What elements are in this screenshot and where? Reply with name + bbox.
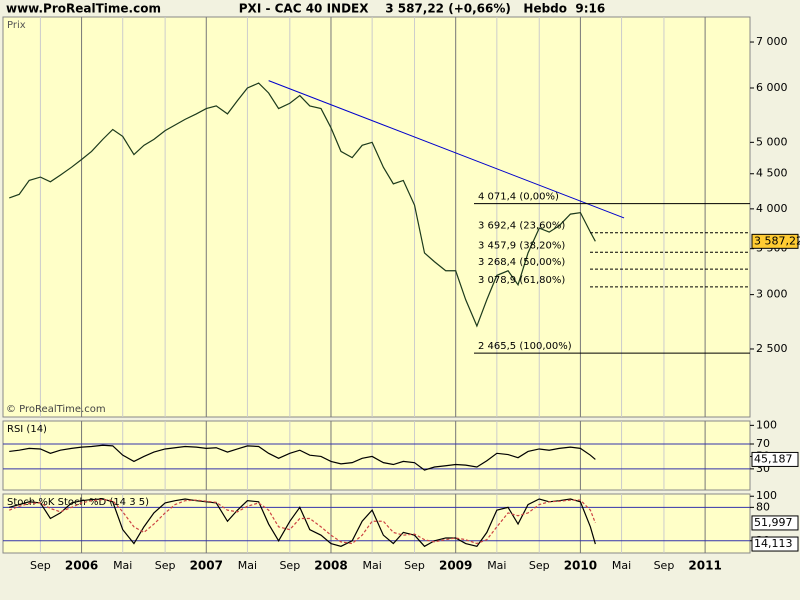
y-tick-label: 7 000 [756,35,788,48]
x-tick-label: Mai [487,559,506,572]
fib-label: 3 078,9 (61,80%) [478,275,565,286]
y-tick-label: 4 000 [756,202,788,215]
trend-line [268,80,625,219]
x-tick-label: Mai [238,559,257,572]
x-tick-label: 2006 [65,559,98,573]
x-tick-label: Sep [654,559,675,572]
panel-title: Prix [7,20,26,31]
last-value-label: 3 587,22 [754,234,800,247]
y-tick-label: 6 000 [756,81,788,94]
fib-label: 3 268,4 (50,00%) [478,257,565,268]
y-tick-label: 5 000 [756,135,788,148]
y-tick-label: 100 [756,489,777,502]
x-tick-label: 2011 [688,559,721,573]
series-line [9,444,596,471]
x-tick-label: Sep [155,559,176,572]
x-tick-label: Mai [612,559,631,572]
x-tick-label: Sep [279,559,300,572]
y-tick-label: 100 [756,418,777,431]
rsi-panel [2,420,751,491]
fib-label: 4 071,4 (0,00%) [478,192,559,203]
last-value-box [751,536,799,552]
stoch-panel [2,493,751,554]
x-tick-label: Mai [362,559,381,572]
y-tick-label: 80 [756,500,770,513]
last-value-box [751,515,799,531]
panel-title: RSI (14) [7,424,47,435]
x-tick-label: Sep [529,559,550,572]
x-tick-label: 2008 [314,559,347,573]
x-tick-label: 2009 [439,559,472,573]
x-tick-label: 2010 [564,559,597,573]
last-value-box [751,451,799,467]
series-line [9,82,596,328]
fib-label: 3 692,4 (23,60%) [478,221,565,232]
last-value-label: 51,997 [754,516,793,529]
y-tick-label: 3 000 [756,288,788,301]
panel-title: Stoch %K Stoch %D (14 3 5) [7,497,149,508]
x-tick-label: Mai [113,559,132,572]
x-tick-label: Sep [404,559,425,572]
y-tick-label: 2 500 [756,342,788,355]
y-tick-label: 4 500 [756,167,788,180]
copyright: © ProRealTime.com [6,404,106,415]
last-value-box [751,233,799,249]
fib-label: 2 465,5 (100,00%) [478,341,572,352]
site: www.ProRealTime.com [6,2,161,16]
last-value-label: 45,187 [754,452,793,465]
series-line [9,498,596,545]
fib-label: 3 457,9 (38,20%) [478,240,565,251]
header-title: PXI - CAC 40 INDEX 3 587,22 (+0,66%) Heb… [239,2,605,16]
price-panel [2,16,751,418]
x-tick-label: 2007 [190,559,223,573]
y-tick-label: 70 [756,437,770,450]
x-tick-label: Sep [30,559,51,572]
last-value-label: 14,113 [754,537,793,550]
